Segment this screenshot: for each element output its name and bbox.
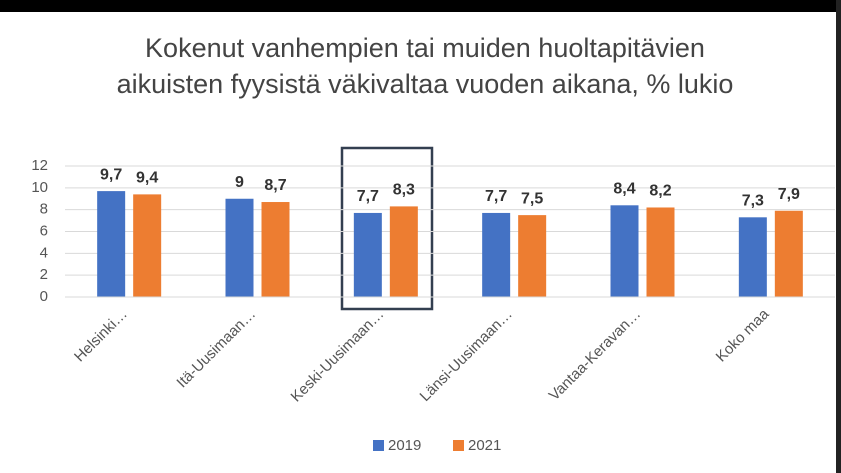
bar <box>610 205 639 297</box>
value-label: 7,5 <box>521 190 543 207</box>
legend-label: 2021 <box>468 437 501 454</box>
value-label: 8,7 <box>264 177 286 194</box>
legend-label: 2019 <box>388 437 421 454</box>
x-tick-label: Vantaa-Keravan… <box>546 306 644 404</box>
value-label: 9,4 <box>136 170 158 187</box>
x-tick-label: Itä-Uusimaan… <box>173 306 259 392</box>
value-label: 7,3 <box>742 193 764 210</box>
x-tick-label: Länsi-Uusimaan… <box>417 306 516 405</box>
bar <box>389 206 418 297</box>
x-tick-label: Helsinki… <box>71 306 131 366</box>
value-label: 8,4 <box>613 181 635 198</box>
bar <box>774 210 803 297</box>
bar <box>225 198 254 297</box>
y-tick-label: 6 <box>40 222 48 239</box>
value-label: 8,3 <box>393 182 415 199</box>
y-tick-label: 4 <box>40 244 48 261</box>
bar <box>482 212 511 297</box>
bar <box>646 207 675 297</box>
value-label: 9,7 <box>100 166 122 183</box>
value-label: 7,7 <box>485 188 507 205</box>
top-border <box>0 0 841 12</box>
bar <box>518 215 547 297</box>
bar <box>353 212 382 297</box>
y-tick-label: 0 <box>40 288 48 305</box>
right-border <box>836 0 841 473</box>
value-label: 8,2 <box>649 183 671 200</box>
bar <box>738 217 767 297</box>
y-tick-label: 8 <box>40 201 48 218</box>
value-label: 7,7 <box>357 188 379 205</box>
value-label: 7,9 <box>778 186 800 203</box>
bar <box>133 194 162 297</box>
x-tick-label: Keski-Uusimaan… <box>288 306 388 406</box>
x-tick-label: Koko maa <box>713 305 773 365</box>
bar <box>97 191 126 297</box>
y-tick-label: 12 <box>31 157 48 174</box>
legend-swatch <box>453 440 464 451</box>
chart-title: Kokenut vanhempien tai muiden huoltapitä… <box>116 33 734 99</box>
value-label: 9 <box>235 174 244 191</box>
y-tick-label: 10 <box>31 179 48 196</box>
highlight-box <box>340 146 434 311</box>
legend-swatch <box>373 440 384 451</box>
bar <box>261 202 290 297</box>
y-tick-label: 2 <box>40 266 48 283</box>
